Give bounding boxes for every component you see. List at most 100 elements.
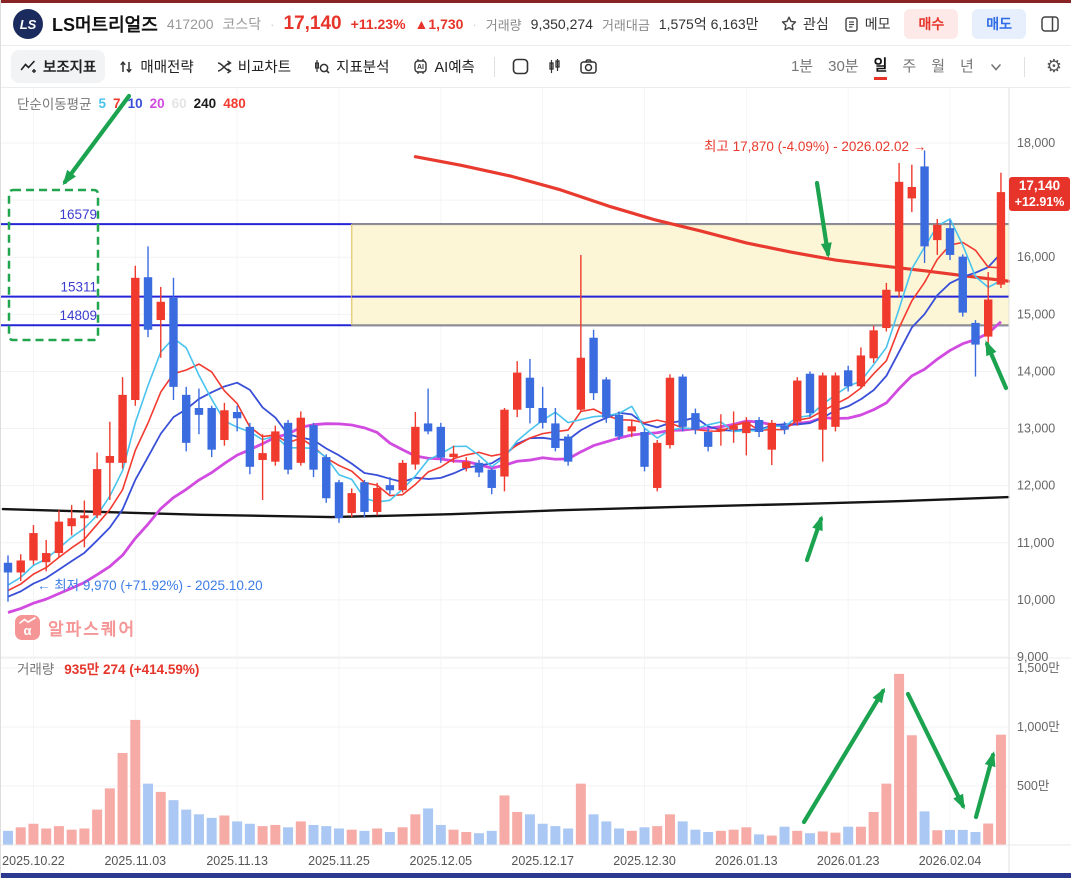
ai-predict-button[interactable]: AI AI예측 xyxy=(403,50,484,83)
sell-button[interactable]: 매도 xyxy=(972,9,1026,39)
svg-text:11,000: 11,000 xyxy=(1017,536,1054,550)
alphasquare-logo: α xyxy=(15,615,40,640)
ma-legend-values: 5 7 10 20 60 240 480 xyxy=(99,96,253,111)
strategy-label: 매매전략 xyxy=(140,60,194,76)
memo-icon xyxy=(843,16,860,33)
current-price: 17,140 xyxy=(283,13,342,34)
svg-text:2026.02.04: 2026.02.04 xyxy=(919,854,982,868)
turnover-label: 거래대금 xyxy=(601,17,650,33)
ai-chip-icon: AI xyxy=(412,58,429,75)
timeframe-day[interactable]: 일 xyxy=(873,54,888,80)
indicators-button[interactable]: 보조지표 xyxy=(11,50,106,83)
ma480-line xyxy=(413,155,1011,283)
change-percent: +11.23% xyxy=(350,16,406,32)
svg-text:2025.12.17: 2025.12.17 xyxy=(511,854,574,868)
bottom-window-edge xyxy=(1,873,1071,878)
svg-text:2025.11.25: 2025.11.25 xyxy=(308,854,370,868)
support-label: 15311 xyxy=(60,280,97,295)
svg-text:12,000: 12,000 xyxy=(1017,479,1055,493)
ma240-line xyxy=(1,495,1010,519)
volume-label: 거래량 xyxy=(485,17,522,33)
turnover-value: 1,575억 6,163만 xyxy=(658,16,759,32)
strategy-button[interactable]: 매매전략 xyxy=(109,50,202,83)
ma-period-5: 5 xyxy=(98,95,107,111)
svg-text:2025.12.30: 2025.12.30 xyxy=(613,854,676,868)
annotation-arrow xyxy=(62,93,132,186)
svg-text:13,000: 13,000 xyxy=(1017,422,1055,436)
select-area-icon[interactable] xyxy=(505,51,536,82)
svg-text:10,000: 10,000 xyxy=(1017,593,1055,607)
separator-dot: · xyxy=(472,16,477,32)
svg-text:2025.11.13: 2025.11.13 xyxy=(206,854,268,868)
badge-price: 17,140 xyxy=(1018,178,1061,193)
volume-pane-value: 935만 274 (+414.59%) xyxy=(64,662,200,677)
watch-button[interactable]: 관심 xyxy=(780,14,829,34)
candlesticks xyxy=(3,150,1006,602)
svg-text:9,000: 9,000 xyxy=(1017,650,1048,664)
annotation-arrow xyxy=(814,180,832,258)
volume-pane-label: 거래량 xyxy=(17,662,55,677)
svg-text:14,000: 14,000 xyxy=(1017,364,1055,378)
svg-text:1,500만: 1,500만 xyxy=(1017,661,1060,675)
watch-label: 관심 xyxy=(802,16,829,32)
analysis-button[interactable]: 지표분석 xyxy=(304,50,398,83)
timeframe-1min[interactable]: 1분 xyxy=(790,58,814,75)
top-accent-strip xyxy=(1,0,1071,3)
stock-header: LS LS머트리얼즈 417200 코스닥 · 17,140 +11.23% ▲… xyxy=(1,3,1071,46)
timeframe-week[interactable]: 주 xyxy=(902,58,917,75)
stock-logo: LS xyxy=(13,9,43,39)
annotation-arrow xyxy=(804,515,824,563)
svg-text:2025.12.05: 2025.12.05 xyxy=(410,854,473,868)
ma-period-60: 60 xyxy=(171,95,187,111)
change-amount: ▲1,730 xyxy=(414,16,464,32)
memo-label: 메모 xyxy=(864,16,891,32)
low-annotation: ← 최저 9,970 (+71.92%) - 2025.10.20 xyxy=(37,578,263,593)
price-volume-chart-canvas[interactable]: 16579153111480918,00016,00015,00014,0001… xyxy=(1,88,1071,878)
high-annotation: 최고 17,870 (-4.09%) - 2026.02.02 → xyxy=(704,139,926,154)
ma-period-20: 20 xyxy=(149,95,165,111)
svg-text:2026.01.23: 2026.01.23 xyxy=(817,854,880,868)
toolbar-separator xyxy=(1023,56,1025,77)
chevron-down-icon[interactable] xyxy=(989,60,1003,74)
volume-pane-legend: 거래량 935만 274 (+414.59%) xyxy=(17,658,199,678)
ma-period-480: 480 xyxy=(223,95,246,111)
ma-legend: 단순이동평균 5 7 10 20 60 240 480 xyxy=(17,93,253,113)
chart-region: 16579 15311 14809 18,000 16,000 15,000 14,000 1… xyxy=(1,88,1071,878)
indicator-icon xyxy=(20,58,37,75)
svg-text:16,000: 16,000 xyxy=(1017,250,1055,264)
chart-toolbar: 보조지표 매매전략 비교차트 지표분석 AI AI예측 xyxy=(1,46,1071,88)
timeframe-year[interactable]: 년 xyxy=(960,58,974,75)
candle-style-icon[interactable] xyxy=(540,52,569,81)
settings-gear-icon[interactable]: ⚙ xyxy=(1045,56,1062,76)
ai-predict-label: AI예측 xyxy=(434,60,475,76)
timeframe-month[interactable]: 월 xyxy=(931,58,946,75)
volume-value: 9,350,274 xyxy=(530,16,593,32)
support-label: 14809 xyxy=(59,308,97,323)
compare-button[interactable]: 비교차트 xyxy=(207,50,300,83)
annotation-arrow xyxy=(984,340,1009,391)
candle-magnifier-icon xyxy=(313,58,330,75)
alphasquare-name: 알파스퀘어 xyxy=(48,620,137,639)
current-price-badge: 17,140 +12.91% xyxy=(1009,177,1070,211)
stock-code: 417200 xyxy=(166,16,214,32)
svg-text:2025.11.03: 2025.11.03 xyxy=(104,854,166,868)
alphasquare-watermark: α 알파스퀘어 xyxy=(15,615,136,640)
annotation-arrow xyxy=(905,691,966,810)
timeframe-30min[interactable]: 30분 xyxy=(828,58,859,75)
badge-percent: +12.91% xyxy=(1014,195,1065,209)
panel-toggle-icon[interactable] xyxy=(1040,14,1060,34)
svg-text:1,000만: 1,000만 xyxy=(1017,720,1060,734)
svg-text:AI: AI xyxy=(417,64,424,71)
annotation-arrow xyxy=(973,751,996,820)
svg-text:500만: 500만 xyxy=(1017,779,1050,793)
support-label: 16579 xyxy=(59,207,97,222)
camera-icon[interactable] xyxy=(573,51,604,82)
svg-text:2026.01.13: 2026.01.13 xyxy=(715,854,778,868)
memo-button[interactable]: 메모 xyxy=(843,14,891,34)
svg-text:18,000: 18,000 xyxy=(1017,136,1055,150)
ma-period-10: 10 xyxy=(127,95,143,111)
ma-period-240: 240 xyxy=(193,95,217,111)
ma-legend-label: 단순이동평균 xyxy=(17,97,92,112)
buy-button[interactable]: 매수 xyxy=(904,9,959,39)
